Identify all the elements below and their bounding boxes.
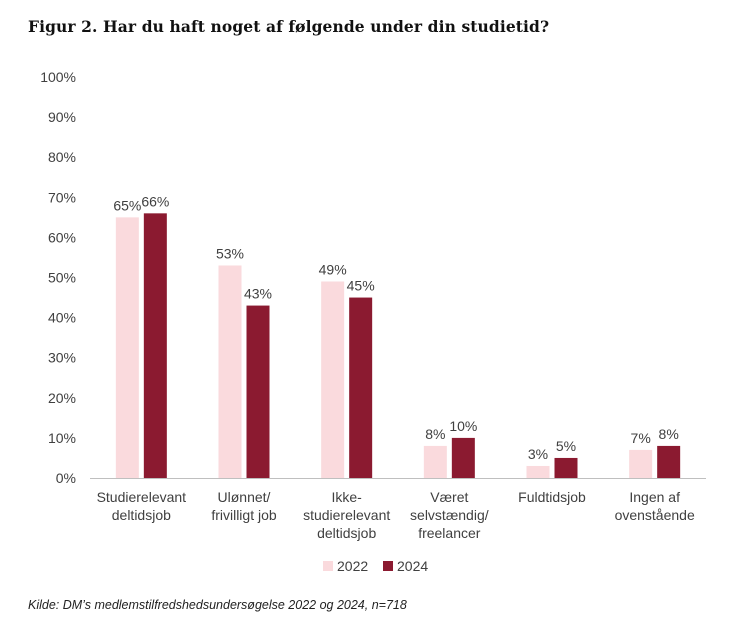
bar-2022-2: [321, 281, 345, 478]
source-note: Kilde: DM’s medlemstilfredshedsundersøge…: [28, 598, 407, 612]
category-label: Ingen af: [629, 489, 680, 505]
bar-2022-0: [115, 217, 139, 478]
data-label-2024: 45%: [347, 278, 375, 294]
y-tick-label: 40%: [48, 310, 76, 326]
bar-2024-5: [657, 445, 681, 478]
data-label-2022: 3%: [528, 446, 548, 462]
bar-2022-5: [629, 449, 653, 478]
bar-chart: 0% 10% 20% 30% 40% 50% 60% 70% 80% 90% 100% 65% 66% S…: [40, 69, 706, 574]
data-label-2024: 5%: [556, 438, 576, 454]
category-label: Ulønnet/: [218, 489, 271, 505]
y-tick-label: 80%: [48, 149, 76, 165]
y-tick-label: 50%: [48, 270, 76, 286]
y-tick-label: 60%: [48, 229, 76, 245]
bar-2022-3: [423, 445, 447, 478]
data-label-2024: 43%: [244, 286, 272, 302]
legend-label-2024: 2024: [397, 558, 428, 574]
data-label-2022: 7%: [631, 430, 651, 446]
category-label: Fuldtidsjob: [518, 489, 586, 505]
y-tick-label: 70%: [48, 189, 76, 205]
y-tick-label: 90%: [48, 109, 76, 125]
y-tick-label: 10%: [48, 430, 76, 446]
category-label: studierelevant: [303, 507, 390, 523]
chart-title: Figur 2. Har du haft noget af følgende u…: [28, 17, 550, 36]
legend-swatch-2022: [323, 561, 333, 571]
legend-label-2022: 2022: [337, 558, 368, 574]
y-tick-label: 20%: [48, 390, 76, 406]
data-label-2024: 10%: [449, 418, 477, 434]
data-label-2022: 49%: [319, 262, 347, 278]
data-label-2022: 53%: [216, 245, 244, 261]
bar-2022-4: [526, 465, 550, 478]
category-label: Været: [430, 489, 468, 505]
category-label: frivilligt job: [211, 507, 277, 523]
category-label: deltidsjob: [112, 507, 171, 523]
category-label: ovenstående: [615, 507, 695, 523]
category-label: selvstændig/: [410, 507, 489, 523]
bar-2024-0: [143, 213, 167, 478]
data-label-2024: 66%: [141, 193, 169, 209]
y-tick-label: 100%: [40, 69, 76, 85]
bar-2024-4: [554, 457, 578, 478]
data-label-2022: 65%: [113, 197, 141, 213]
legend-swatch-2024: [383, 561, 393, 571]
data-label-2024: 8%: [659, 426, 679, 442]
category-label: deltidsjob: [317, 525, 376, 541]
bar-2022-1: [218, 265, 242, 478]
category-label: Ikke-: [331, 489, 362, 505]
category-label: freelancer: [418, 525, 481, 541]
y-tick-label: 30%: [48, 350, 76, 366]
y-tick-label: 0%: [56, 470, 76, 486]
bar-2024-1: [246, 305, 270, 478]
category-label: Studierelevant: [97, 489, 187, 505]
data-label-2022: 8%: [425, 426, 445, 442]
bar-2024-3: [451, 437, 475, 478]
bar-2024-2: [349, 297, 373, 478]
